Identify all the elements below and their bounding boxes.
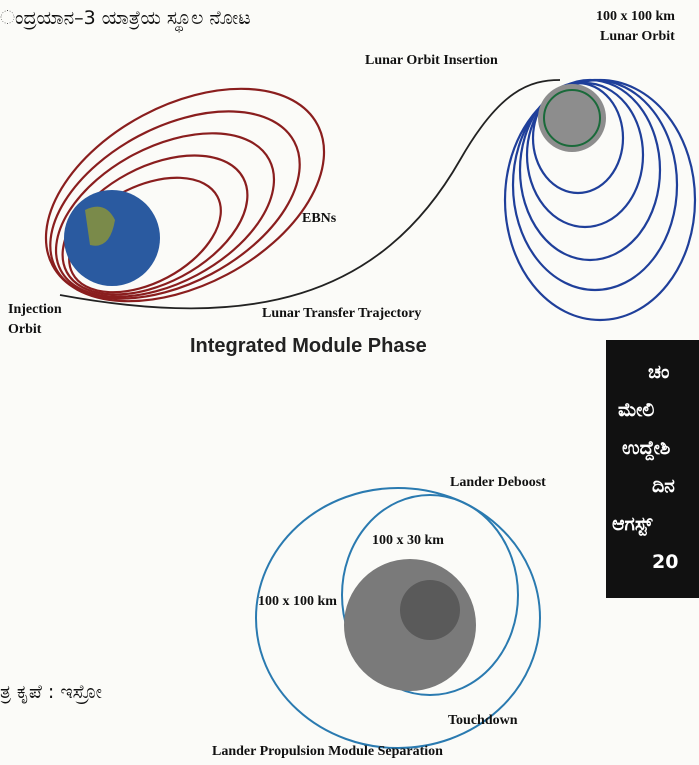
earth [64, 190, 160, 286]
label: 100 x 30 km [372, 533, 444, 548]
label: 100 x 100 km [258, 594, 337, 609]
label: Touchdown [448, 713, 518, 728]
box-line: ದಿನ [652, 475, 675, 497]
label: 100 x 100 km [596, 9, 675, 24]
moon [538, 84, 606, 152]
box-line: 20 [652, 551, 678, 573]
credit: ತ್ರ ಕೃಪೆ : ಇಸ್ರೋ [0, 681, 102, 704]
label: Lunar Transfer Trajectory [262, 306, 421, 321]
crater [400, 580, 460, 640]
diagram: ಂದ್ರಯಾನ–3 ಯಾತ್ರೆಯ ಸ್ಥೂಲ ನೋಟ 100 x 100 km… [0, 0, 699, 765]
phase-title: Integrated Module Phase [190, 335, 427, 357]
box-line: ಉದ್ದೇಶಿ [622, 437, 670, 462]
label: EBNs [302, 211, 337, 226]
label: Lunar Orbit [600, 29, 675, 44]
box-line: ಆಗಸ್ಟ್ [612, 513, 653, 537]
label: Lunar Orbit Insertion [365, 53, 498, 68]
label: Injection [8, 302, 62, 317]
label: Orbit [8, 322, 42, 337]
box-line: ಮೇಲಿ [618, 399, 654, 421]
label: Lander Propulsion Module Separation [212, 744, 443, 759]
title: ಂದ್ರಯಾನ–3 ಯಾತ್ರೆಯ ಸ್ಥೂಲ ನೋಟ [0, 7, 251, 33]
box-line: ಚಂ [648, 361, 669, 383]
label: Lander Deboost [450, 475, 546, 490]
